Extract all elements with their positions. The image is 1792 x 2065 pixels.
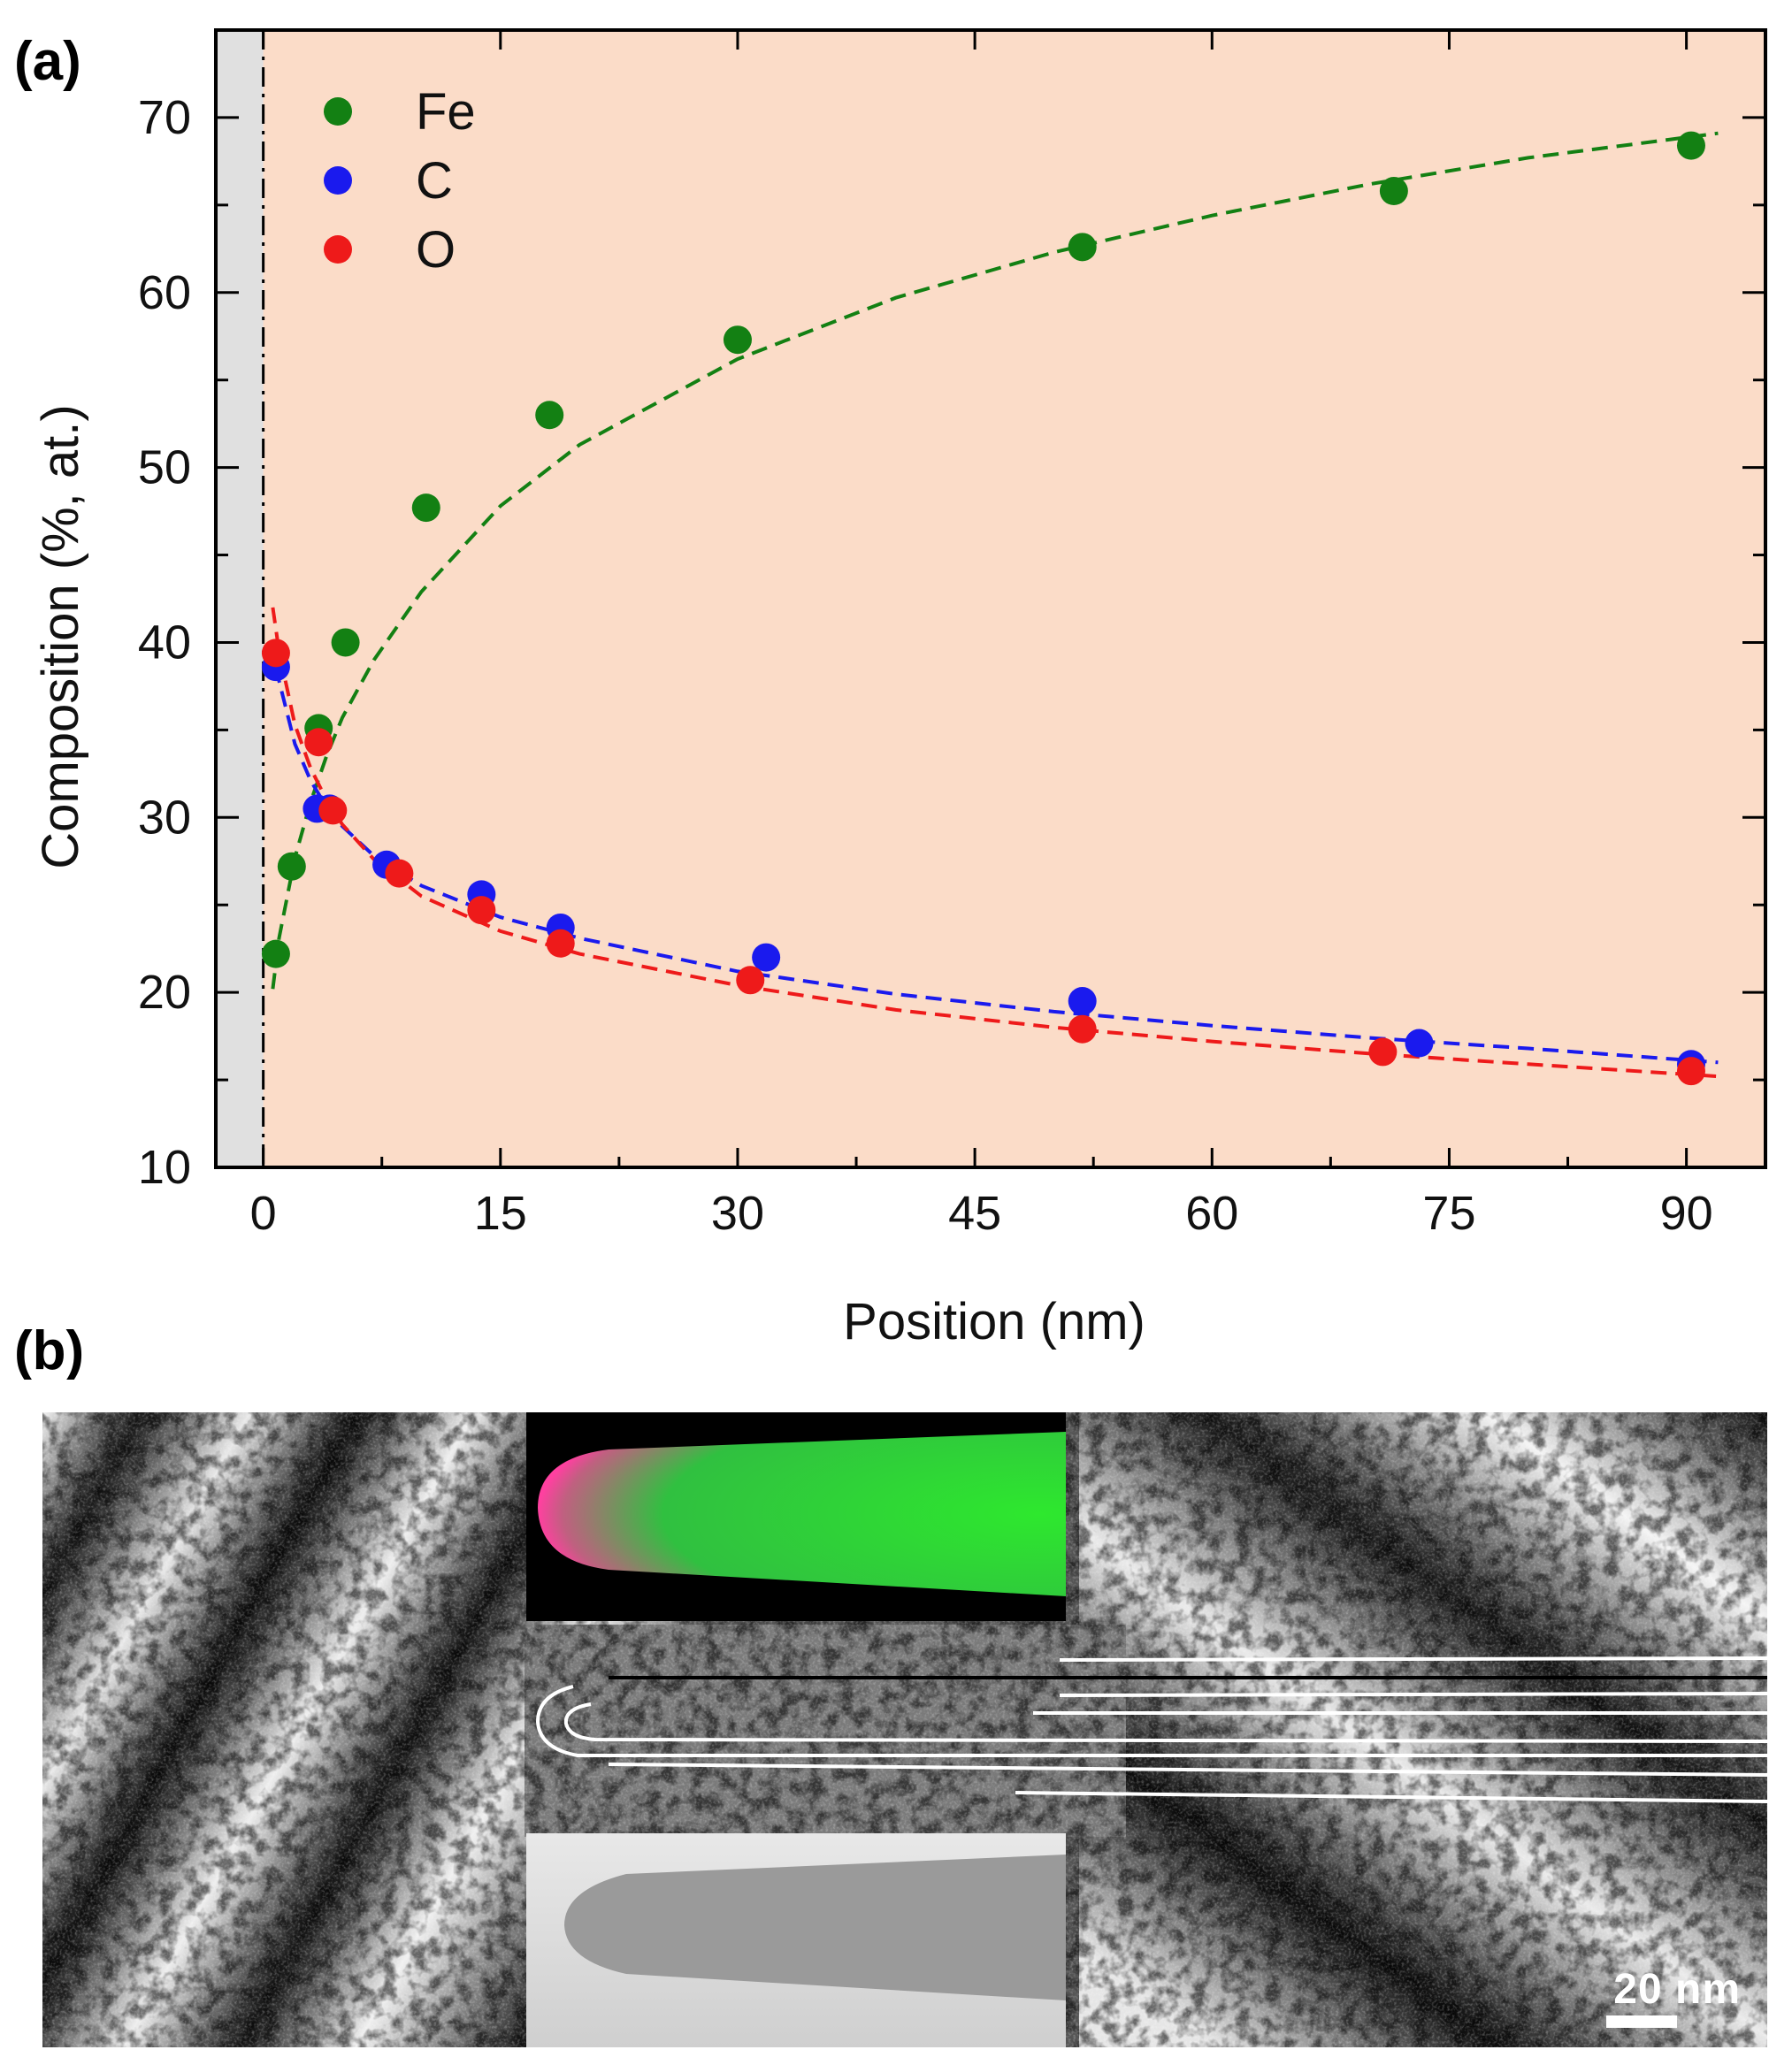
x-axis: 0 15 30 45 60 75 90 <box>250 30 1713 1240</box>
fit-curves <box>271 131 1719 1079</box>
surface-region <box>216 30 264 1167</box>
y-tick-label: 70 <box>138 91 191 144</box>
data-point-c <box>1405 1029 1434 1058</box>
y-tick-label: 20 <box>138 966 191 1019</box>
y-tick-label: 30 <box>138 791 191 844</box>
x-axis-title: Position (nm) <box>843 1293 1145 1350</box>
y-axis: 10 20 30 40 50 60 70 <box>138 91 1765 1194</box>
data-point-o <box>546 929 575 958</box>
data-point-fe <box>331 628 360 657</box>
micrograph-image <box>42 1412 1767 2047</box>
data-point-o <box>385 859 414 888</box>
legend-label-o: O <box>416 221 456 279</box>
data-point-c <box>1068 987 1097 1016</box>
sem-tip <box>564 1855 1066 2000</box>
elemental-map-tip <box>538 1432 1066 1596</box>
data-point-fe <box>535 401 564 430</box>
data-point-fe <box>1379 177 1408 206</box>
y-tick-label: 10 <box>138 1141 191 1194</box>
data-point-c <box>752 943 781 972</box>
data-point-o <box>318 796 348 825</box>
legend-marker-c <box>324 166 352 195</box>
nanowire-fringes <box>535 1656 1767 1803</box>
legend-label-c: C <box>416 152 453 210</box>
data-point-o <box>1068 1014 1097 1044</box>
x-tick-label: 15 <box>474 1187 527 1240</box>
scale-bar <box>1606 2015 1677 2028</box>
data-point-o <box>1368 1037 1398 1067</box>
data-point-o <box>304 728 333 757</box>
legend: Fe CO <box>324 83 476 279</box>
legend-marker-o <box>324 235 352 264</box>
y-tick-label: 40 <box>138 616 191 669</box>
x-tick-label: 60 <box>1185 1187 1238 1240</box>
plot-background <box>216 30 1765 1167</box>
data-point-fe <box>1068 233 1097 262</box>
panel-a-label: (a) <box>14 31 81 92</box>
data-point-fe <box>261 939 290 968</box>
data-point-o <box>261 639 290 668</box>
fit-curve-fe <box>271 131 1719 990</box>
scale-bar-label: 20 nm <box>1613 1966 1741 2013</box>
y-tick-label: 60 <box>138 266 191 319</box>
fit-curve-c <box>271 642 1719 1065</box>
data-point-o <box>736 966 765 995</box>
tem-micrograph: 20 nm <box>42 1412 1767 2047</box>
data-point-o <box>1676 1057 1705 1086</box>
x-tick-label: 45 <box>948 1187 1001 1240</box>
data-point-fe <box>1676 131 1705 160</box>
data-point-o <box>467 896 496 925</box>
data-points <box>261 131 1705 1086</box>
chart: (a) 0 15 30 45 60 75 90 10 20 30 40 50 60 70 Positio… <box>14 28 1767 1380</box>
y-tick-label: 50 <box>138 441 191 494</box>
fit-curve-o <box>271 607 1719 1079</box>
data-point-fe <box>723 325 752 355</box>
x-tick-label: 75 <box>1422 1187 1475 1240</box>
data-point-fe <box>411 493 440 523</box>
x-tick-label: 90 <box>1660 1187 1713 1240</box>
legend-marker-fe <box>324 97 352 126</box>
x-tick-label: 30 <box>711 1187 764 1240</box>
x-tick-label: 0 <box>250 1187 277 1240</box>
legend-label-fe: Fe <box>416 83 476 141</box>
plot-frame <box>214 28 1767 1169</box>
y-axis-title: Composition (%, at.) <box>32 404 89 868</box>
panel-b-label: (b) <box>14 1320 84 1380</box>
data-point-fe <box>277 852 306 881</box>
